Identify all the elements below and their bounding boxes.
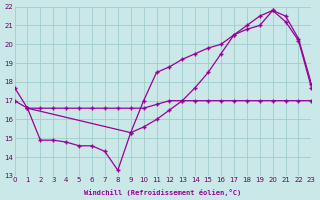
X-axis label: Windchill (Refroidissement éolien,°C): Windchill (Refroidissement éolien,°C) bbox=[84, 189, 242, 196]
